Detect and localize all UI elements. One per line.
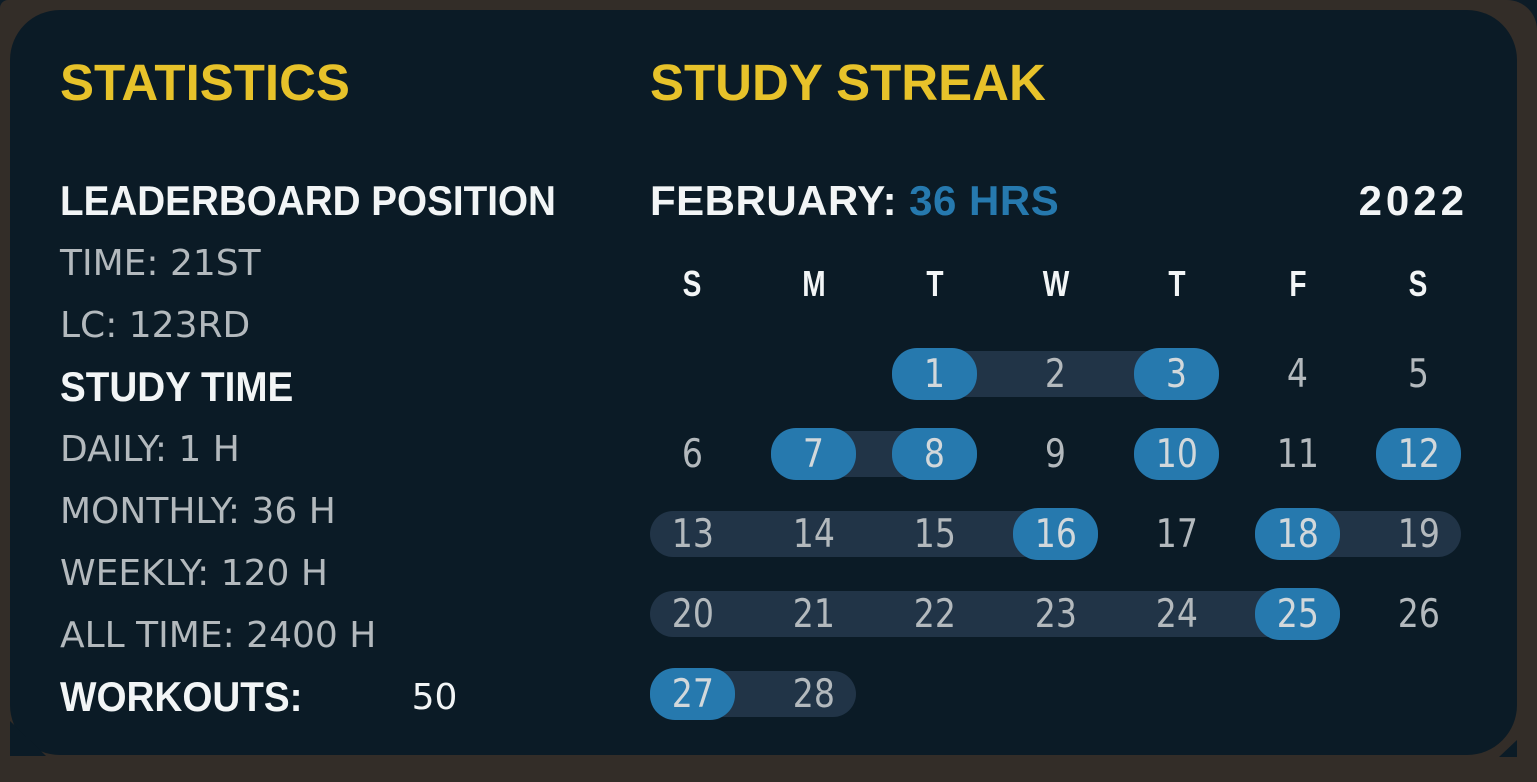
workouts-label: WORKOUTS:: [60, 673, 303, 720]
statistics-list: LEADERBOARD POSITION TIME: 21ST LC: 123R…: [60, 170, 599, 728]
calendar-day-18: 18: [1255, 508, 1340, 560]
weekday-header: T: [1167, 263, 1186, 304]
calendar-day-3: 3: [1134, 348, 1219, 400]
calendar-day-24: 24: [1155, 591, 1198, 637]
weekday-header: M: [801, 263, 826, 304]
calendar-day-1: 1: [892, 348, 977, 400]
calendar-day-10: 10: [1134, 428, 1219, 480]
calendar-day-19: 19: [1397, 511, 1440, 557]
calendar-day-26: 26: [1397, 591, 1440, 637]
calendar-day-12: 12: [1376, 428, 1461, 480]
calendar-day-25: 25: [1255, 588, 1340, 640]
stat-workouts: WORKOUTS: 50: [60, 666, 599, 728]
calendar-day-4: 4: [1286, 351, 1309, 397]
calendar-day-22: 22: [913, 591, 956, 637]
weekday-header: F: [1288, 263, 1307, 304]
calendar-day-7: 7: [771, 428, 856, 480]
year-label: 2022: [1358, 177, 1468, 224]
stat-lc-rank: LC: 123RD: [60, 304, 251, 346]
calendar-day-5: 5: [1407, 351, 1430, 397]
month-label: FEBRUARY:: [650, 177, 898, 224]
statistics-title: STATISTICS: [60, 54, 350, 111]
calendar-day-8: 8: [892, 428, 977, 480]
calendar-grid: 1 2 3 4 5 6 7 8 9 10 11 12 13 14 15 16 17 18 19 20 21 22 23 24 2…: [650, 348, 1462, 728]
study-streak-title: STUDY STREAK: [650, 54, 1046, 111]
calendar-day-15: 15: [913, 511, 956, 557]
stat-all-time: ALL TIME: 2400 H: [60, 614, 377, 656]
calendar-day-16: 16: [1013, 508, 1098, 560]
weekday-header: W: [1042, 263, 1069, 304]
weekday-header: T: [925, 263, 944, 304]
calendar-day-20: 20: [671, 591, 714, 637]
calendar-day-14: 14: [792, 511, 835, 557]
month-summary: FEBRUARY: 36 HRS: [650, 178, 1059, 224]
calendar-day-23: 23: [1034, 591, 1077, 637]
month-hours: 36 HRS: [909, 177, 1060, 224]
calendar-day-6: 6: [681, 431, 704, 477]
weekday-header: S: [1409, 263, 1428, 304]
stat-daily: DAILY: 1 H: [60, 428, 240, 470]
stat-study-time-header: STUDY TIME: [60, 363, 294, 410]
workouts-value: 50: [411, 676, 458, 718]
stat-weekly: WEEKLY: 120 H: [60, 552, 328, 594]
weekday-header: S: [683, 263, 702, 304]
calendar-day-11: 11: [1276, 431, 1319, 477]
calendar-day-17: 17: [1155, 511, 1198, 557]
calendar-day-13: 13: [671, 511, 714, 557]
calendar-day-27: 27: [650, 668, 735, 720]
stat-leaderboard-position-header: LEADERBOARD POSITION: [60, 177, 556, 224]
calendar-day-21: 21: [792, 591, 835, 637]
stat-monthly: MONTHLY: 36 H: [60, 490, 336, 532]
streak-band: [650, 591, 1340, 637]
stat-time-rank: TIME: 21ST: [60, 242, 261, 284]
calendar-day-2: 2: [1044, 351, 1067, 397]
calendar-day-28: 28: [792, 671, 835, 717]
calendar-day-9: 9: [1044, 431, 1067, 477]
